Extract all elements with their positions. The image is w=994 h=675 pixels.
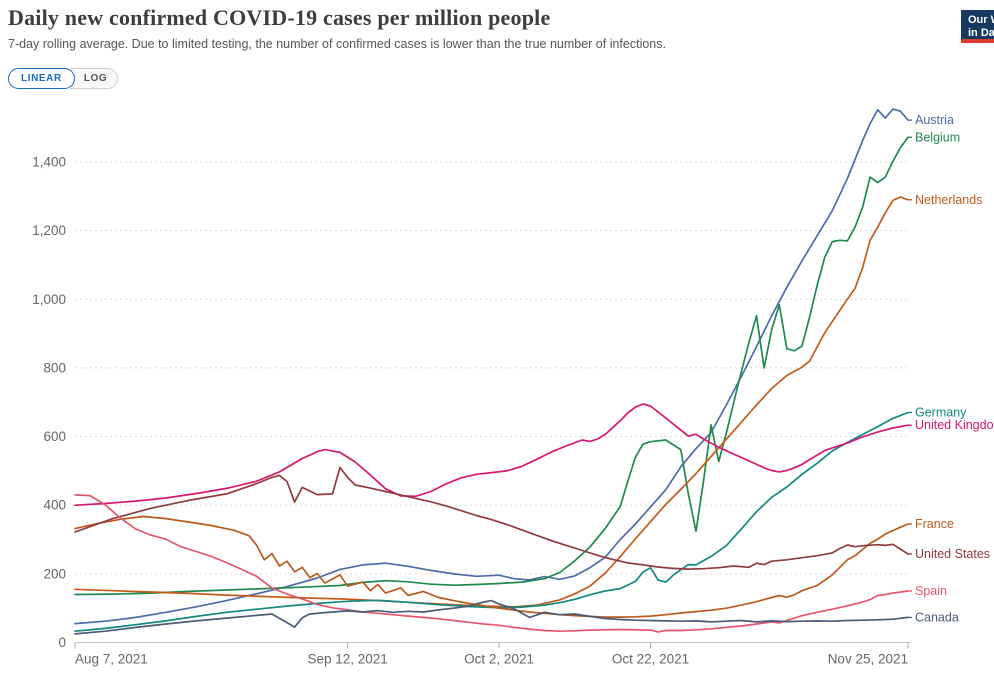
series-label-netherlands: Netherlands [915, 193, 982, 207]
y-tick-label: 600 [43, 429, 66, 444]
line-netherlands [74, 196, 909, 608]
owid-logo-line1: Our World [968, 14, 994, 26]
series-label-france: France [915, 517, 954, 531]
y-tick-label: 200 [43, 566, 66, 581]
line-germany [74, 411, 909, 633]
y-tick-label: 400 [43, 498, 66, 513]
x-tick-label: Sep 12, 2021 [307, 652, 387, 667]
series-label-belgium: Belgium [915, 130, 960, 144]
x-tick-label: Oct 2, 2021 [464, 652, 534, 667]
line-canada [74, 599, 909, 635]
x-tick-label: Aug 7, 2021 [75, 652, 148, 667]
series-label-austria: Austria [915, 113, 954, 127]
line-united-states [74, 466, 909, 570]
line-spain [74, 494, 909, 633]
line-united-kingdom [74, 403, 909, 507]
y-tick-label: 1,200 [32, 223, 66, 238]
y-tick-label: 1,400 [32, 155, 66, 170]
line-belgium [74, 136, 909, 596]
series-label-canada: Canada [915, 610, 959, 624]
y-tick-label: 800 [43, 360, 66, 375]
owid-logo[interactable]: Our World in Data [961, 10, 994, 43]
line-france [74, 515, 909, 618]
y-tick-label: 0 [58, 635, 66, 650]
linear-scale-button[interactable]: LINEAR [8, 68, 75, 89]
scale-toggle: LINEAR LOG [8, 68, 119, 89]
series-label-germany: Germany [915, 406, 967, 420]
x-tick-label: Oct 22, 2021 [612, 652, 689, 667]
series-label-spain: Spain [915, 584, 947, 598]
line-austria [74, 108, 909, 625]
chart-subtitle: 7-day rolling average. Due to limited te… [8, 37, 666, 51]
series-label-united-states: United States [915, 547, 990, 561]
owid-logo-line2: in Data [968, 27, 994, 39]
y-tick-label: 1,000 [32, 292, 66, 307]
log-scale-button[interactable]: LOG [69, 68, 119, 89]
page-title: Daily new confirmed COVID-19 cases per m… [8, 5, 551, 30]
series-label-united-kingdom: United Kingdom [915, 418, 994, 432]
x-tick-label: Nov 25, 2021 [828, 652, 908, 667]
